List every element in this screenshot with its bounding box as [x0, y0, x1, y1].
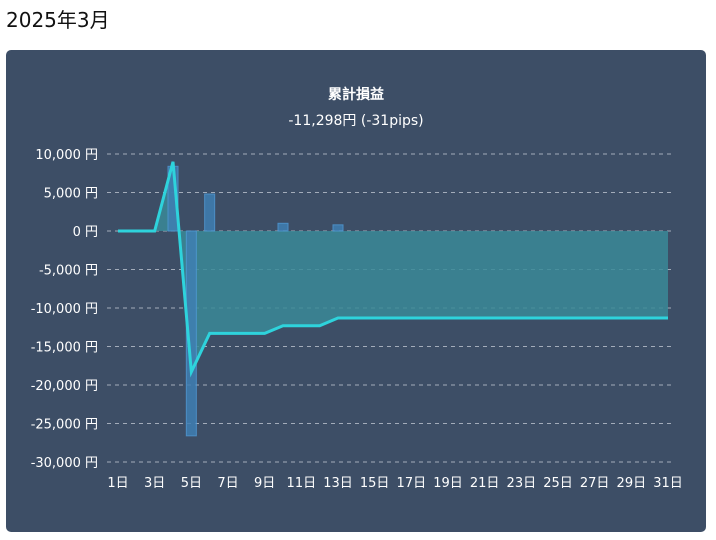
y-tick-label: 0 円 — [73, 225, 98, 240]
x-tick-label: 19日 — [433, 476, 463, 491]
cumulative-pl-chart: 10,000 円 5,000 円 0 円 -5,000 円 -10,000 円 -15,0… — [31, 148, 683, 491]
x-tick-label: 23日 — [507, 476, 537, 491]
daily-pl-bar — [185, 230, 197, 437]
y-axis-ticks: 10,000 円 5,000 円 0 円 -5,000 円 -10,000 円 -15,0… — [31, 148, 98, 471]
cumulative-line — [118, 161, 668, 378]
x-tick-label: 11日 — [287, 476, 317, 491]
y-tick-label: -5,000 円 — [39, 264, 98, 279]
x-tick-label: 1日 — [107, 476, 128, 491]
chart-subtitle: -11,298円 (-31pips) — [288, 113, 424, 129]
x-tick-label: 25日 — [543, 476, 573, 491]
y-tick-label: -30,000 円 — [31, 456, 98, 471]
y-tick-label: -10,000 円 — [31, 302, 98, 317]
y-tick-label: -20,000 円 — [31, 379, 98, 394]
chart-title: 累計損益 — [328, 87, 384, 103]
x-tick-label: 29日 — [617, 476, 647, 491]
x-tick-label: 27日 — [580, 476, 610, 491]
y-tick-label: -15,000 円 — [31, 341, 98, 356]
daily-pl-bar — [277, 222, 289, 232]
bar-layer — [167, 165, 344, 437]
area-layer — [118, 161, 668, 372]
daily-pl-bar — [204, 193, 216, 232]
chart-panel: 累計損益 -11,298円 (-31pips) 10,000 円 5,000 円 0… — [6, 50, 706, 532]
x-tick-label: 13日 — [323, 476, 353, 491]
x-tick-label: 15日 — [360, 476, 390, 491]
cumulative-area — [118, 161, 668, 372]
x-tick-label: 5日 — [181, 476, 202, 491]
y-tick-label: 10,000 円 — [35, 148, 98, 163]
page-title: 2025年3月 — [6, 8, 110, 32]
x-tick-label: 17日 — [397, 476, 427, 491]
x-tick-label: 7日 — [217, 476, 238, 491]
x-tick-label: 3日 — [144, 476, 165, 491]
daily-pl-bar — [332, 224, 344, 232]
y-tick-label: 5,000 円 — [44, 187, 98, 202]
x-tick-label: 31日 — [653, 476, 683, 491]
line-layer — [118, 161, 668, 378]
x-tick-label: 21日 — [470, 476, 500, 491]
y-tick-label: -25,000 円 — [31, 418, 98, 433]
x-tick-label: 9日 — [254, 476, 275, 491]
x-axis-ticks: 1日 3日 5日 7日 9日 11日 13日 15日 17日 19日 21日 23日 25日 27日 29日… — [107, 476, 682, 491]
